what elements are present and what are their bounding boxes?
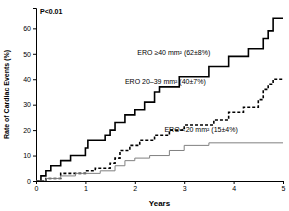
y-tick-mark <box>33 28 36 29</box>
x-tick-label: 2 <box>133 185 137 192</box>
x-tick-mark <box>85 181 86 184</box>
x-tick-label: 4 <box>232 185 236 192</box>
x-tick: 1 <box>84 181 88 192</box>
y-tick: 40 <box>23 76 36 83</box>
y-tick-label: 30 <box>23 101 31 108</box>
lines <box>36 18 283 181</box>
x-tick-label: 0 <box>35 185 39 192</box>
y-tick-mark <box>33 130 36 131</box>
series-label: ERO ≥40 mm² (62±8%) <box>137 49 210 57</box>
x-tick-mark <box>135 181 136 184</box>
y-tick: 10 <box>23 152 36 159</box>
x-axis: 0 1 2 3 4 5 <box>35 181 286 192</box>
y-tick: 0 <box>27 178 36 185</box>
chart: 0123450102030405060ERO ≥40 mm² (62±8%)ER… <box>0 0 289 211</box>
y-axis-title: Rate of Cardiac Events (%) <box>3 50 11 139</box>
y-tick-label: 20 <box>23 127 31 134</box>
annotation: P<0.01 <box>40 8 62 15</box>
x-tick-label: 1 <box>84 185 88 192</box>
y-tick: 50 <box>23 51 36 58</box>
y-tick-label: 10 <box>23 152 31 159</box>
y-tick-label: 50 <box>23 51 31 58</box>
y-tick-label: 40 <box>23 76 31 83</box>
x-tick-label: 5 <box>282 185 286 192</box>
x-tick-mark <box>283 181 284 184</box>
x-tick-mark <box>184 181 185 184</box>
y-axis-line <box>33 9 37 182</box>
x-tick: 5 <box>282 181 286 192</box>
x-tick-mark <box>234 181 235 184</box>
x-tick-label: 3 <box>183 185 187 192</box>
y-tick: 30 <box>23 101 36 108</box>
plot: 0123450102030405060ERO ≥40 mm² (62±8%)ER… <box>23 8 285 192</box>
y-tick-mark <box>33 181 36 182</box>
series-line <box>36 18 283 181</box>
x-tick: 4 <box>232 181 236 192</box>
y-tick: 20 <box>23 127 36 134</box>
x-tick: 0 <box>35 181 39 192</box>
x-axis-line <box>37 182 284 185</box>
series-line <box>36 79 283 181</box>
y-tick-mark <box>33 54 36 55</box>
y-tick-mark <box>33 156 36 157</box>
series-line <box>36 143 283 181</box>
series-label: ERO 20–39 mm² (40±7%) <box>125 78 206 86</box>
y-axis: 0 10 20 30 40 50 60 <box>23 9 36 185</box>
y-tick-mark <box>33 79 36 80</box>
y-tick-label: 60 <box>23 25 31 32</box>
y-tick: 60 <box>23 25 36 32</box>
y-tick-mark <box>33 105 36 106</box>
x-axis-title: Years <box>149 199 171 208</box>
x-tick: 3 <box>183 181 187 192</box>
y-tick-label: 0 <box>27 178 31 185</box>
series-label: ERO <20 mm² (15±4%) <box>164 126 237 134</box>
x-tick: 2 <box>133 181 137 192</box>
